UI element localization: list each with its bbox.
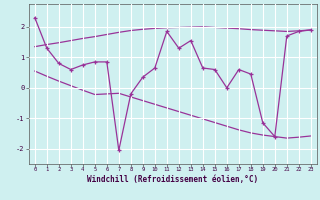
X-axis label: Windchill (Refroidissement éolien,°C): Windchill (Refroidissement éolien,°C)	[87, 175, 258, 184]
